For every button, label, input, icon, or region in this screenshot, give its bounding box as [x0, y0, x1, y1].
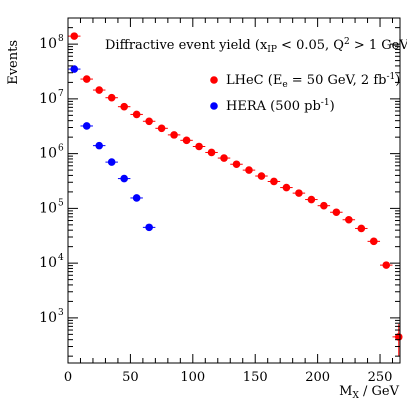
data-point-lhec [182, 136, 191, 145]
data-point-lhec [270, 177, 278, 186]
x-tick-label: 100 [180, 370, 205, 385]
x-axis-label-base: M [339, 384, 352, 399]
legend-hera-end: ) [330, 99, 335, 114]
legend-marker-hera [210, 102, 218, 110]
data-point-hera [132, 194, 141, 202]
y-tick-label: 10 [39, 91, 57, 107]
data-point-lhec [107, 93, 116, 102]
data-point-lhec [132, 110, 141, 119]
data-point-lhec [282, 183, 291, 192]
data-point-lhec [220, 154, 228, 162]
data-point-lhec [357, 224, 366, 233]
data-point-lhec [307, 195, 316, 204]
data-point-lhec [257, 172, 266, 180]
x-tick-label: 0 [64, 370, 72, 385]
data-point-hera [120, 174, 128, 183]
data-point-lhec [245, 166, 253, 174]
y-tick-label: 10 [39, 36, 57, 52]
y-tick-label: 10 [39, 310, 57, 326]
data-point-hera [95, 141, 104, 150]
legend-lhec-sup: -1 [386, 72, 395, 82]
chart-title-text: Diffractive event yield [105, 38, 251, 53]
plot-frame [67, 17, 401, 364]
data-point-lhec [232, 160, 241, 169]
legend-lhec-end: ) [395, 73, 400, 88]
data-point-lhec [207, 148, 216, 157]
data-point-lhec [332, 208, 341, 217]
data-point-lhec [320, 201, 328, 210]
x-axis-label: MX / GeV [339, 384, 399, 401]
legend-marker-lhec [210, 76, 218, 84]
y-tick-label-exponent: 5 [58, 198, 64, 208]
legend-entry-lhec: LHeC (Ee = 50 GeV, 2 fb-1) [226, 72, 400, 90]
y-tick-label: 10 [39, 146, 57, 162]
title-x-sub: IP [267, 45, 277, 55]
data-point-hera [107, 158, 116, 166]
y-tick-label-exponent: 4 [58, 253, 64, 263]
data-point-lhec [70, 32, 79, 40]
data-point-lhec [82, 75, 91, 83]
title-q-sup: 2 [344, 37, 350, 47]
legend-entry-hera: HERA (500 pb-1) [226, 98, 335, 114]
data-point-lhec [345, 215, 353, 224]
data-point-lhec [382, 261, 391, 269]
data-point-lhec [170, 131, 178, 139]
y-tick-label-exponent: 3 [58, 308, 64, 318]
data-point-lhec [195, 142, 203, 151]
data-point-lhec [369, 237, 378, 246]
x-tick-label: 50 [122, 370, 139, 385]
data-point-hera [82, 122, 91, 130]
data-point-lhec [120, 102, 128, 111]
legend-hera-sup: -1 [321, 98, 330, 108]
y-tick-label-exponent: 6 [58, 144, 64, 154]
y-tick-label-exponent: 7 [58, 89, 64, 99]
data-point-lhec [157, 124, 166, 133]
x-tick-label: 150 [243, 370, 268, 385]
y-tick-label: 10 [39, 255, 57, 271]
chart-title: Diffractive event yield (xIP < 0.05, Q2 … [105, 37, 407, 55]
title-q-cut: > 1 GeV [350, 38, 407, 53]
data-point-lhec [394, 333, 403, 341]
title-x-cut: < 0.05, Q [277, 38, 344, 53]
y-tick-label-exponent: 8 [58, 34, 64, 44]
data-point-hera [145, 223, 153, 232]
plot-series [68, 32, 403, 357]
legend: LHeC (Ee = 50 GeV, 2 fb-1) HERA (500 pb-… [210, 72, 400, 114]
x-axis-label-unit: / GeV [359, 384, 400, 399]
data-point-lhec [295, 189, 303, 197]
data-point-hera [70, 65, 79, 73]
legend-lhec-sub: e [282, 80, 287, 90]
data-point-lhec [95, 86, 104, 94]
y-tick-label: 10 [39, 200, 57, 216]
legend-lhec-mid: = 50 GeV, 2 fb [288, 73, 387, 88]
x-axis-label-sub: X [352, 391, 359, 401]
series-lhec [68, 32, 403, 357]
data-point-lhec [145, 117, 153, 126]
legend-lhec-base: LHeC (E [226, 73, 282, 88]
y-axis-label: Events [6, 40, 21, 85]
x-tick-label: 250 [368, 370, 393, 385]
series-hera [68, 65, 156, 232]
x-tick-label: 200 [305, 370, 330, 385]
legend-hera-base: HERA (500 pb [226, 99, 321, 114]
